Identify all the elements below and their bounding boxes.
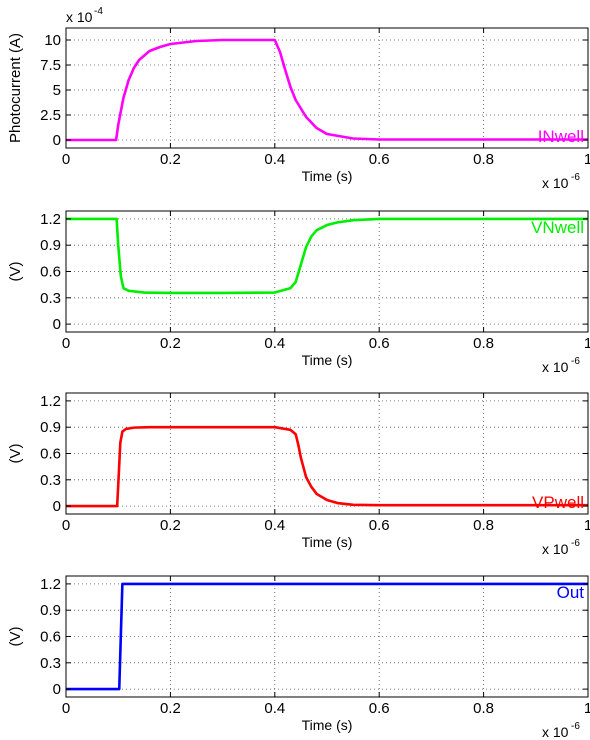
plot-panel-4: 0 0.2 0.4 0.6 0.8 1 0 0.3 0.6 0.9 1.2 Time (s) x 10-… [7, 575, 590, 740]
y-tick-label: 5 [53, 82, 61, 99]
x-tick-label: 1 [584, 335, 590, 352]
x-tick-label: 0.8 [473, 335, 494, 352]
y-exponent-power: -4 [94, 6, 103, 17]
y-axis-label: Photocurrent (A) [7, 33, 24, 143]
y-axis-label: (V) [7, 444, 24, 464]
plot-panel-2: 0 0.2 0.4 0.6 0.8 1 0 0.3 0.6 0.9 1.2 Time (s) x 10-… [7, 210, 590, 375]
y-tick-label: 0.6 [40, 446, 61, 463]
x-tick-label: 0.2 [160, 151, 181, 168]
y-tick-label: 0.9 [40, 419, 61, 436]
y-tick-label: 0.3 [40, 290, 61, 307]
series-line-VNwell [66, 217, 588, 295]
y-tick-label: 0 [53, 316, 61, 333]
x-tick-label: 0.8 [473, 700, 494, 717]
x-exponent-label: x 10 [542, 175, 569, 191]
x-tick-label: 0.6 [369, 151, 390, 168]
x-tick-label: 0.8 [473, 517, 494, 534]
series-line-VPwell [66, 425, 588, 508]
x-exponent-label: x 10 [542, 541, 569, 557]
y-tick-label: 0 [53, 498, 61, 515]
x-tick-label: 1 [584, 151, 590, 168]
y-tick-label: 0.6 [40, 264, 61, 281]
axes-frame [65, 27, 589, 149]
y-exponent-label: x 10 [66, 9, 93, 25]
y-axis-label: (V) [7, 627, 24, 647]
x-tick-label: 1 [584, 517, 590, 534]
y-tick-label: 0 [53, 681, 61, 698]
y-tick-label: 0.3 [40, 655, 61, 672]
x-exponent-power: -6 [571, 538, 580, 549]
x-tick-label: 0.2 [160, 335, 181, 352]
y-tick-label: 0.9 [40, 602, 61, 619]
x-tick-label: 0.6 [369, 517, 390, 534]
x-tick-label: 0.2 [160, 517, 181, 534]
x-tick-label: 1 [584, 700, 590, 717]
y-tick-label: 1.2 [40, 576, 61, 593]
x-axis-label: Time (s) [302, 717, 353, 733]
x-tick-label: 0.8 [473, 151, 494, 168]
x-axis-label: Time (s) [302, 352, 353, 368]
series-line-Out [66, 582, 588, 691]
legend-label: INwell [538, 127, 584, 146]
x-tick-label: 0.4 [264, 517, 285, 534]
y-tick-label: 0.6 [40, 629, 61, 646]
y-tick-label: 0.3 [40, 472, 61, 489]
y-tick-label: 1.2 [40, 393, 61, 410]
x-tick-label: 0 [62, 700, 70, 717]
x-exponent-power: -6 [571, 172, 580, 183]
y-tick-label: 7.5 [40, 57, 61, 74]
x-tick-label: 0.4 [264, 151, 285, 168]
x-tick-label: 0 [62, 517, 70, 534]
x-exponent-label: x 10 [542, 359, 569, 375]
x-tick-label: 0.4 [264, 335, 285, 352]
legend-label: VNwell [531, 218, 584, 237]
x-tick-label: 0 [62, 335, 70, 352]
y-axis-label: (V) [7, 262, 24, 282]
y-tick-label: 10 [44, 32, 61, 49]
x-axis-label: Time (s) [302, 534, 353, 550]
plot-panel-3: 0 0.2 0.4 0.6 0.8 1 0 0.3 0.6 0.9 1.2 Time (s) x 10-… [7, 392, 590, 557]
x-exponent-power: -6 [571, 721, 580, 732]
legend-label: VPwell [532, 493, 584, 512]
plot-area [66, 28, 588, 148]
y-tick-label: 0.9 [40, 237, 61, 254]
x-exponent-power: -6 [571, 356, 580, 367]
x-tick-label: 0.6 [369, 700, 390, 717]
x-tick-label: 0.2 [160, 700, 181, 717]
y-tick-label: 0 [53, 132, 61, 149]
y-tick-label: 1.2 [40, 211, 61, 228]
legend-label: Out [557, 583, 585, 602]
series-line-INwell [66, 38, 588, 142]
y-tick-label: 2.5 [40, 107, 61, 124]
x-axis-label: Time (s) [302, 168, 353, 184]
x-tick-label: 0.4 [264, 700, 285, 717]
x-tick-label: 0.6 [369, 335, 390, 352]
x-exponent-label: x 10 [542, 724, 569, 740]
x-tick-label: 0 [62, 151, 70, 168]
